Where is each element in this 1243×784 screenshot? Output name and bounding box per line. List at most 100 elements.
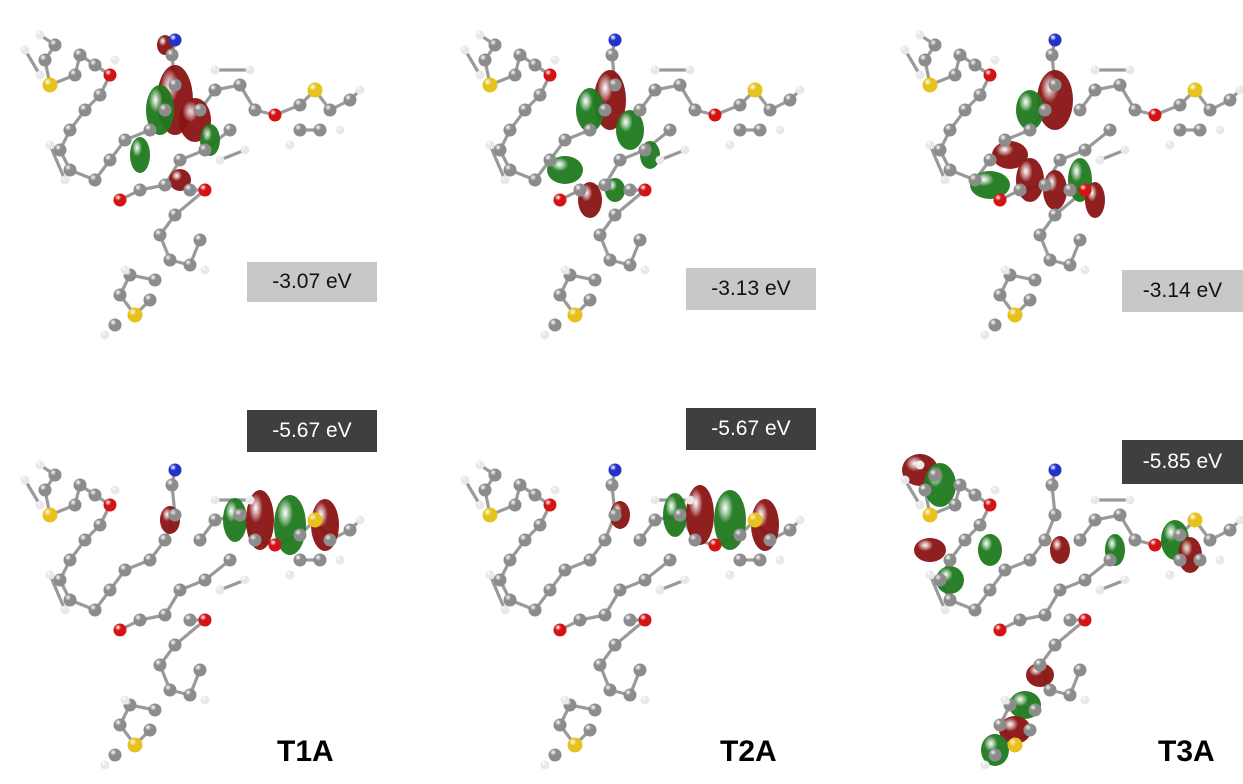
atom (1125, 495, 1135, 505)
atom (1187, 82, 1203, 98)
atom (990, 55, 1000, 65)
atom (1043, 253, 1057, 267)
atom (293, 123, 307, 137)
atom (173, 583, 187, 597)
atom (943, 123, 957, 137)
atom (343, 523, 357, 537)
atom (1148, 108, 1162, 122)
atom (608, 463, 622, 477)
atom (268, 108, 282, 122)
atom (335, 125, 345, 135)
atom (503, 593, 517, 607)
bond (463, 478, 482, 507)
atom (543, 153, 557, 167)
atom (968, 58, 982, 72)
atom (608, 33, 622, 47)
atom (513, 478, 527, 492)
orbital-lobe (914, 538, 946, 562)
atom (198, 613, 212, 627)
atom (598, 103, 612, 117)
orbital-lobe (1026, 663, 1054, 687)
atom (78, 103, 92, 117)
atom (223, 553, 237, 567)
atom (1073, 103, 1087, 117)
atom (500, 175, 510, 185)
atom (1000, 695, 1010, 705)
atom (633, 103, 647, 117)
atom (708, 538, 722, 552)
atom (35, 30, 45, 40)
atom (553, 288, 567, 302)
atom (648, 513, 662, 527)
atom (503, 163, 517, 177)
atom (198, 143, 212, 157)
atom (193, 233, 207, 247)
bond (48, 143, 67, 182)
atom (968, 173, 982, 187)
atom (48, 38, 62, 52)
atom (93, 88, 107, 102)
atom (127, 307, 143, 323)
atom (638, 143, 652, 157)
atom (663, 553, 677, 567)
atom (1148, 538, 1162, 552)
atom (1063, 613, 1077, 627)
atom (933, 573, 947, 587)
atom (733, 123, 747, 137)
atom (608, 208, 622, 222)
atom (482, 77, 498, 93)
atom (518, 103, 532, 117)
atom (795, 85, 805, 95)
orbital-lobe (999, 716, 1031, 744)
atom (948, 68, 962, 82)
atom (993, 288, 1007, 302)
atom (35, 70, 45, 80)
atom (193, 663, 207, 677)
bond (613, 618, 647, 647)
atom (45, 140, 55, 150)
atom (63, 163, 77, 177)
atom (548, 318, 562, 332)
atom (20, 45, 30, 55)
atom (198, 183, 212, 197)
atom (168, 78, 182, 92)
homo-molecule-t3a (900, 454, 1243, 770)
atom (747, 512, 763, 528)
atom (293, 528, 307, 542)
atom (1187, 512, 1203, 528)
atom (482, 507, 498, 523)
atom (313, 553, 327, 567)
atom (560, 695, 570, 705)
atom (485, 140, 495, 150)
atom (335, 555, 345, 565)
homo-energy-t3a: -5.85 eV (1122, 440, 1243, 484)
atom (1103, 123, 1117, 137)
atom (293, 553, 307, 567)
atom (733, 98, 747, 112)
atom (1023, 293, 1037, 307)
atom (993, 193, 1007, 207)
atom (605, 48, 619, 62)
atom (38, 53, 52, 67)
atom (573, 613, 587, 627)
atom (45, 570, 55, 580)
atom (513, 48, 527, 62)
atom (193, 103, 207, 117)
atom (460, 475, 470, 485)
atom (533, 518, 547, 532)
atom (708, 108, 722, 122)
atom (103, 498, 117, 512)
atom (113, 718, 127, 732)
orbital-lobe (130, 137, 150, 173)
atom (553, 193, 567, 207)
atom (567, 307, 583, 323)
atom (293, 98, 307, 112)
atom (355, 515, 365, 525)
bond (48, 573, 67, 612)
atom (48, 468, 62, 482)
atom (1048, 33, 1062, 47)
atom (680, 575, 690, 585)
atom (323, 533, 337, 547)
atom (933, 143, 947, 157)
atom (998, 563, 1012, 577)
